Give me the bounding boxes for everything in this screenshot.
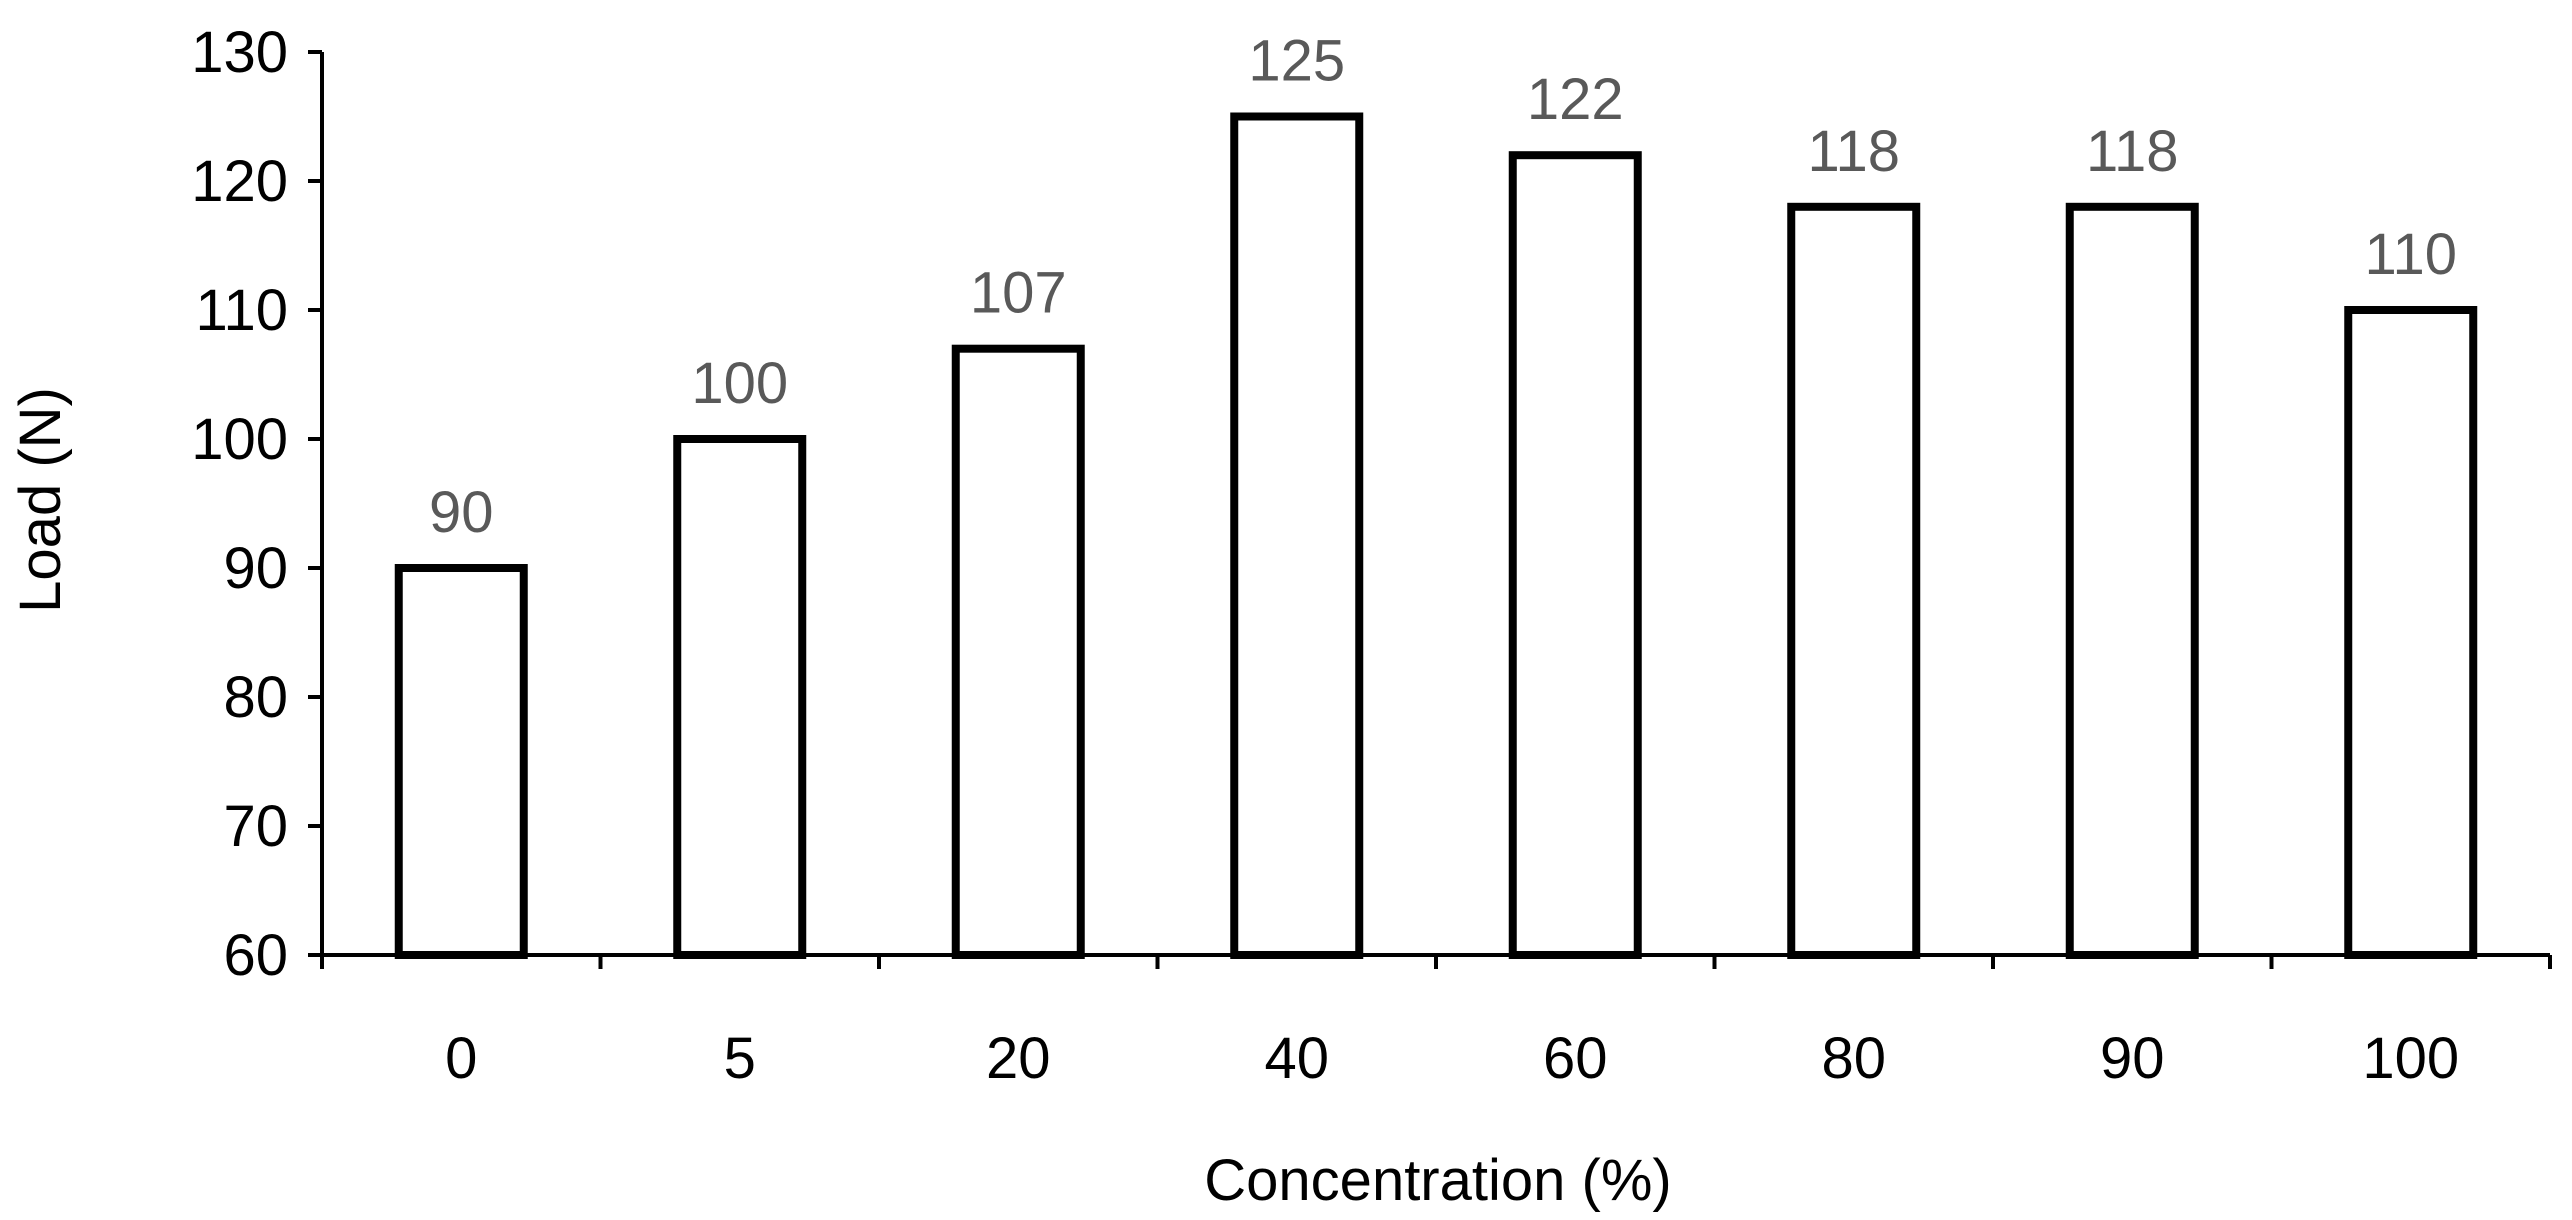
data-label: 122 <box>1527 67 1624 132</box>
y-tick-label: 70 <box>223 794 288 859</box>
y-tick-label: 120 <box>191 149 288 214</box>
x-tick-label: 40 <box>1264 1026 1329 1091</box>
data-label: 125 <box>1248 29 1345 94</box>
data-labels-group: 90 100 107 125 122 118 118 110 <box>429 29 2457 546</box>
y-tick-label: 130 <box>191 20 288 85</box>
data-label: 110 <box>2365 222 2457 287</box>
bar <box>951 344 1085 959</box>
x-tick-label: 80 <box>1821 1026 1886 1091</box>
y-tick-label: 60 <box>223 923 288 988</box>
x-tick-label: 20 <box>986 1026 1051 1091</box>
data-label: 90 <box>429 480 494 545</box>
y-tick-label: 80 <box>223 665 288 730</box>
y-tick-label: 90 <box>223 536 288 601</box>
x-tick-label: 5 <box>724 1026 756 1091</box>
y-tick-label: 100 <box>191 407 288 472</box>
x-tick-label: 0 <box>445 1026 477 1091</box>
bar <box>673 435 807 959</box>
y-axis-title: Load (N) <box>8 387 73 613</box>
bar <box>1787 202 1921 960</box>
x-tick-label: 60 <box>1543 1026 1608 1091</box>
x-ticks-group: 0 5 20 40 60 80 90 100 <box>320 955 2552 1091</box>
y-tick-label: 110 <box>196 278 288 343</box>
bar <box>2344 306 2478 959</box>
bar <box>394 564 528 959</box>
x-tick-label: 90 <box>2100 1026 2165 1091</box>
data-label: 118 <box>2086 119 2178 184</box>
data-label: 100 <box>691 351 788 416</box>
data-label: 118 <box>1808 119 1900 184</box>
y-ticks-group: 60 70 80 90 100 110 120 130 <box>191 20 322 988</box>
data-label: 107 <box>970 261 1067 326</box>
x-tick-label: 100 <box>2362 1026 2459 1091</box>
bar <box>1230 112 1364 959</box>
bar <box>2065 202 2199 960</box>
bar <box>1508 151 1642 959</box>
bars-group <box>394 112 2478 960</box>
x-axis-title: Concentration (%) <box>1204 1148 1671 1213</box>
